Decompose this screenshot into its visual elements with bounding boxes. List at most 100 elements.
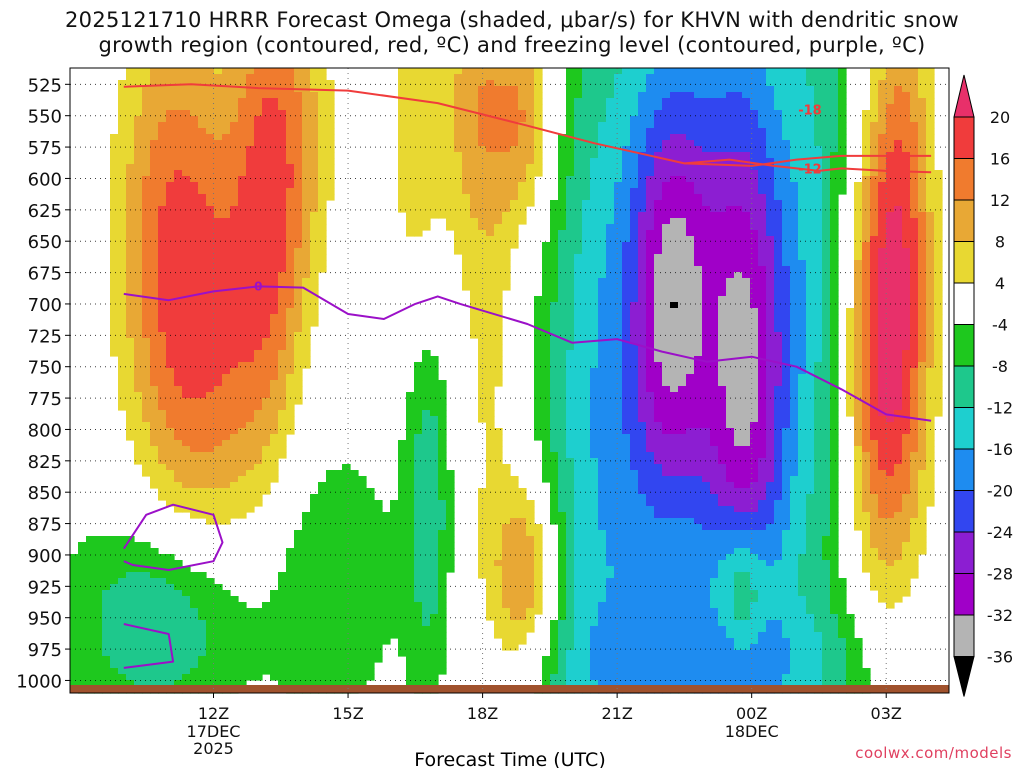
heatmap-cell [206, 248, 215, 255]
heatmap-cell [190, 344, 199, 351]
heatmap-cell [326, 644, 335, 651]
heatmap-cell [598, 242, 607, 249]
heatmap-cell [582, 344, 591, 351]
heatmap-cell [366, 494, 375, 501]
heatmap-cell [582, 212, 591, 219]
heatmap-cell [158, 212, 167, 219]
heatmap-cell [318, 218, 327, 225]
heatmap-cell [78, 680, 87, 687]
heatmap-cell [590, 218, 599, 225]
heatmap-cell [190, 188, 199, 195]
heatmap-cell [262, 464, 271, 471]
heatmap-cell [382, 542, 391, 549]
heatmap-cell [334, 536, 343, 543]
heatmap-cell [134, 122, 143, 129]
heatmap-cell [118, 116, 127, 123]
heatmap-cell [254, 194, 263, 201]
heatmap-cell [582, 632, 591, 639]
heatmap-cell [510, 488, 519, 495]
heatmap-cell [118, 392, 127, 399]
heatmap-cell [94, 608, 103, 615]
heatmap-cell [318, 512, 327, 519]
heatmap-cell [582, 122, 591, 129]
heatmap-cell [326, 506, 335, 513]
heatmap-cell [238, 332, 247, 339]
heatmap-cell [590, 434, 599, 441]
heatmap-cell [542, 410, 551, 417]
heatmap-cell [374, 572, 383, 579]
heatmap-cell [214, 206, 223, 213]
heatmap-cell [590, 248, 599, 255]
heatmap-cell [438, 158, 447, 165]
heatmap-cell [310, 500, 319, 507]
heatmap-cell [462, 98, 471, 105]
heatmap-cell [190, 398, 199, 405]
heatmap-cell [198, 260, 207, 267]
heatmap-cell [350, 650, 359, 657]
heatmap-cell [294, 134, 303, 141]
heatmap-cell [198, 398, 207, 405]
heatmap-cell [406, 536, 415, 543]
heatmap-cell [222, 128, 231, 135]
heatmap-cell [478, 332, 487, 339]
heatmap-cell [518, 128, 527, 135]
heatmap-cell [358, 548, 367, 555]
heatmap-cell [518, 152, 527, 159]
heatmap-cell [294, 656, 303, 663]
heatmap-cell [158, 266, 167, 273]
heatmap-cell [254, 146, 263, 153]
heatmap-cell [398, 584, 407, 591]
heatmap-cell [262, 170, 271, 177]
heatmap-cell [534, 74, 543, 81]
heatmap-cell [598, 86, 607, 93]
heatmap-cell [110, 140, 119, 147]
heatmap-cell [590, 152, 599, 159]
heatmap-cell [510, 68, 519, 75]
heatmap-cell [182, 80, 191, 87]
heatmap-cell [582, 158, 591, 165]
heatmap-cell [238, 458, 247, 465]
heatmap-cell [166, 356, 175, 363]
heatmap-cell [462, 110, 471, 117]
heatmap-cell [198, 278, 207, 285]
heatmap-cell [478, 98, 487, 105]
heatmap-cell [430, 374, 439, 381]
heatmap-cell [166, 116, 175, 123]
heatmap-cell [246, 638, 255, 645]
heatmap-cell [158, 386, 167, 393]
heatmap-cell [566, 188, 575, 195]
heatmap-cell [582, 650, 591, 657]
heatmap-cell [382, 554, 391, 561]
heatmap-cell [574, 572, 583, 579]
heatmap-cell [574, 386, 583, 393]
heatmap-cell [182, 74, 191, 81]
heatmap-cell [614, 656, 623, 663]
heatmap-cell [582, 548, 591, 555]
heatmap-cell [126, 596, 135, 603]
heatmap-cell [150, 176, 159, 183]
heatmap-cell [446, 110, 455, 117]
heatmap-cell [270, 362, 279, 369]
heatmap-cell [302, 122, 311, 129]
heatmap-cell [574, 368, 583, 375]
heatmap-cell [486, 440, 495, 447]
heatmap-cell [566, 656, 575, 663]
heatmap-cell [270, 104, 279, 111]
heatmap-cell [254, 650, 263, 657]
heatmap-cell [302, 266, 311, 273]
heatmap-cell [614, 218, 623, 225]
heatmap-cell [182, 452, 191, 459]
heatmap-cell [70, 590, 79, 597]
heatmap-cell [158, 638, 167, 645]
heatmap-cell [446, 488, 455, 495]
heatmap-cell [150, 656, 159, 663]
heatmap-cell [254, 188, 263, 195]
heatmap-cell [430, 452, 439, 459]
heatmap-cell [454, 116, 463, 123]
heatmap-cell [582, 188, 591, 195]
heatmap-cell [614, 398, 623, 405]
heatmap-cell [230, 218, 239, 225]
heatmap-cell [590, 350, 599, 357]
heatmap-cell [574, 92, 583, 99]
heatmap-cell [286, 290, 295, 297]
